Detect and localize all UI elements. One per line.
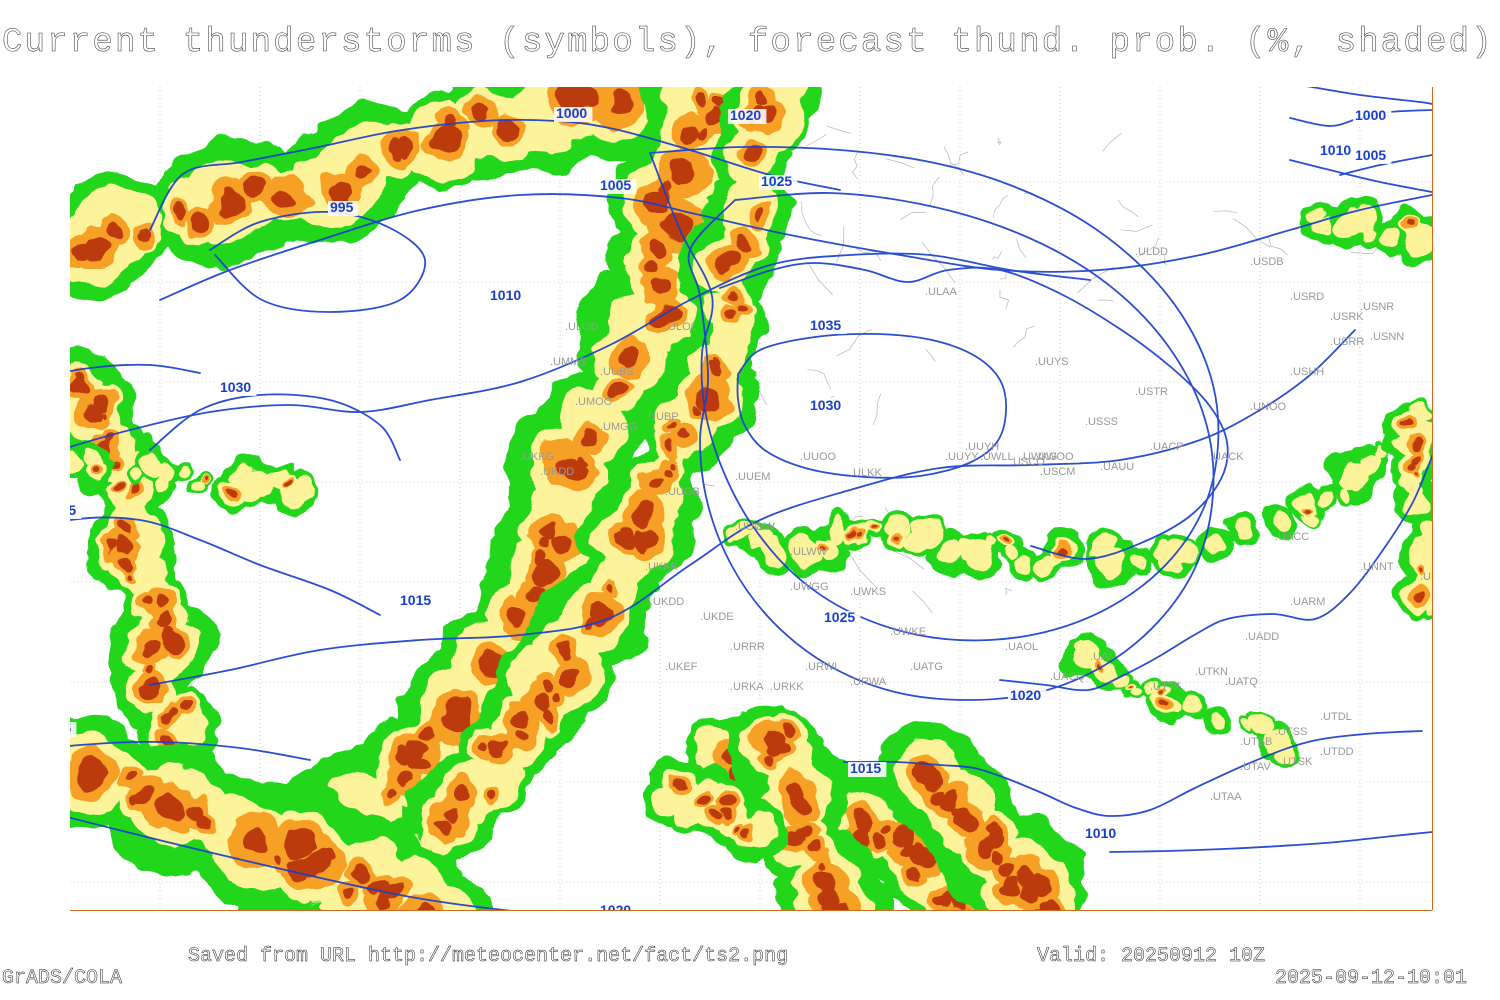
svg-text:1015: 1015	[850, 760, 881, 776]
svg-text:.UAI: .UAI	[1090, 651, 1111, 663]
svg-text:.UTSS: .UTSS	[1275, 726, 1307, 738]
svg-text:.ULKK: .ULKK	[850, 467, 882, 479]
svg-text:1000: 1000	[1355, 107, 1386, 123]
svg-text:1020: 1020	[730, 107, 761, 123]
svg-text:.UUOO: .UUOO	[800, 451, 837, 463]
svg-text:.UKKK: .UKKK	[645, 561, 679, 573]
svg-text:1010: 1010	[490, 287, 521, 303]
svg-text:.UACK: .UACK	[1210, 451, 1244, 463]
svg-text:.UNBB: .UNBB	[1420, 571, 1432, 583]
svg-text:.UTAA: .UTAA	[1210, 791, 1242, 803]
svg-text:.UMGG: .UMGG	[600, 421, 637, 433]
svg-text:995: 995	[330, 199, 354, 215]
svg-text:.UACP: .UACP	[1150, 441, 1184, 453]
svg-text:.USNR: .USNR	[1360, 301, 1394, 313]
svg-text:.ULWW: .ULWW	[790, 546, 828, 558]
svg-text:.UKDD: .UKDD	[540, 466, 574, 478]
svg-text:.UWKS: .UWKS	[850, 586, 886, 598]
svg-text:.UUBS: .UUBS	[600, 366, 634, 378]
svg-text:.UACC: .UACC	[1275, 531, 1309, 543]
svg-text:.URKA: .URKA	[730, 681, 764, 693]
svg-text:.ULOL: .ULOL	[665, 321, 697, 333]
svg-text:.UNOO: .UNOO	[1250, 401, 1287, 413]
svg-text:.UAOL: .UAOL	[1005, 641, 1038, 653]
svg-text:1025: 1025	[824, 609, 855, 625]
svg-text:.USSS: .USSS	[1085, 416, 1118, 428]
svg-text:.UARM: .UARM	[1290, 596, 1325, 608]
svg-text:.UACQ: .UACQ	[1050, 671, 1085, 683]
svg-text:.UATQ: .UATQ	[1225, 676, 1258, 688]
svg-text:.UKDE: .UKDE	[700, 611, 734, 623]
svg-text:.USCM: .USCM	[1040, 466, 1075, 478]
svg-text:.UWLL: .UWLL	[980, 451, 1014, 463]
svg-text:.USRR: .USRR	[1330, 336, 1364, 348]
svg-text:.UTDL: .UTDL	[1320, 711, 1352, 723]
svg-text:.UKDD: .UKDD	[650, 596, 684, 608]
svg-text:1030: 1030	[220, 379, 251, 395]
svg-text:.USRD: .USRD	[1290, 291, 1324, 303]
svg-text:.UAUU: .UAUU	[1100, 461, 1134, 473]
svg-text:.URKK: .URKK	[770, 681, 804, 693]
svg-text:.UUEM: .UUEM	[735, 471, 770, 483]
svg-text:.UMMS: .UMMS	[550, 356, 587, 368]
svg-text:.ULOD: .ULOD	[565, 321, 599, 333]
svg-text:.UATG: .UATG	[910, 661, 943, 673]
svg-text:.UKKG: .UKKG	[520, 451, 554, 463]
svg-text:1025: 1025	[761, 173, 792, 189]
svg-text:.URWI: .URWI	[805, 661, 837, 673]
svg-text:.UWOO: .UWOO	[1035, 451, 1074, 463]
svg-text:1010: 1010	[1320, 142, 1351, 158]
svg-text:.ULDD: .ULDD	[1135, 246, 1168, 258]
svg-text:.UTSB: .UTSB	[1240, 736, 1272, 748]
svg-text:.UTTF: .UTTF	[1150, 681, 1181, 693]
svg-text:1030: 1030	[810, 397, 841, 413]
svg-text:1020: 1020	[600, 902, 631, 910]
svg-text:.USNN: .USNN	[1370, 331, 1404, 343]
svg-text:.UWGG: .UWGG	[790, 581, 829, 593]
svg-text:.USDB: .USDB	[1250, 256, 1284, 268]
svg-text:.URWA: .URWA	[850, 676, 887, 688]
svg-text:1005: 1005	[600, 177, 631, 193]
svg-text:.UMOO: .UMOO	[575, 396, 613, 408]
svg-text:.UTKN: .UTKN	[1195, 666, 1228, 678]
svg-text:1000: 1000	[556, 105, 587, 121]
svg-text:.ULAA: .ULAA	[925, 286, 957, 298]
svg-text:1015: 1015	[70, 720, 71, 736]
svg-text:1010: 1010	[1085, 825, 1116, 841]
svg-text:.UNNT: .UNNT	[1360, 561, 1394, 573]
svg-text:.UWKE: .UWKE	[890, 626, 926, 638]
svg-text:.UUBP: .UUBP	[645, 411, 679, 423]
svg-text:.UTDD: .UTDD	[1320, 746, 1354, 758]
svg-text:.UUOB: .UUOB	[665, 486, 700, 498]
svg-text:.UADD: .UADD	[1245, 631, 1279, 643]
svg-text:.USTR: .USTR	[1135, 386, 1168, 398]
svg-text:.UUYS: .UUYS	[1035, 356, 1069, 368]
svg-text:1015: 1015	[70, 502, 76, 518]
svg-text:.UKEF: .UKEF	[665, 661, 698, 673]
svg-text:.USHH: .USHH	[1290, 366, 1324, 378]
svg-text:.UTSK: .UTSK	[1280, 756, 1313, 768]
svg-text:1035: 1035	[810, 317, 841, 333]
svg-text:1020: 1020	[1010, 687, 1041, 703]
svg-text:.UUWW: .UUWW	[735, 521, 775, 533]
svg-text:.UUYY: .UUYY	[945, 451, 979, 463]
svg-text:.URRR: .URRR	[730, 641, 765, 653]
svg-text:1015: 1015	[400, 592, 431, 608]
svg-text:1005: 1005	[1355, 147, 1386, 163]
svg-text:.UTAV: .UTAV	[1240, 761, 1271, 773]
